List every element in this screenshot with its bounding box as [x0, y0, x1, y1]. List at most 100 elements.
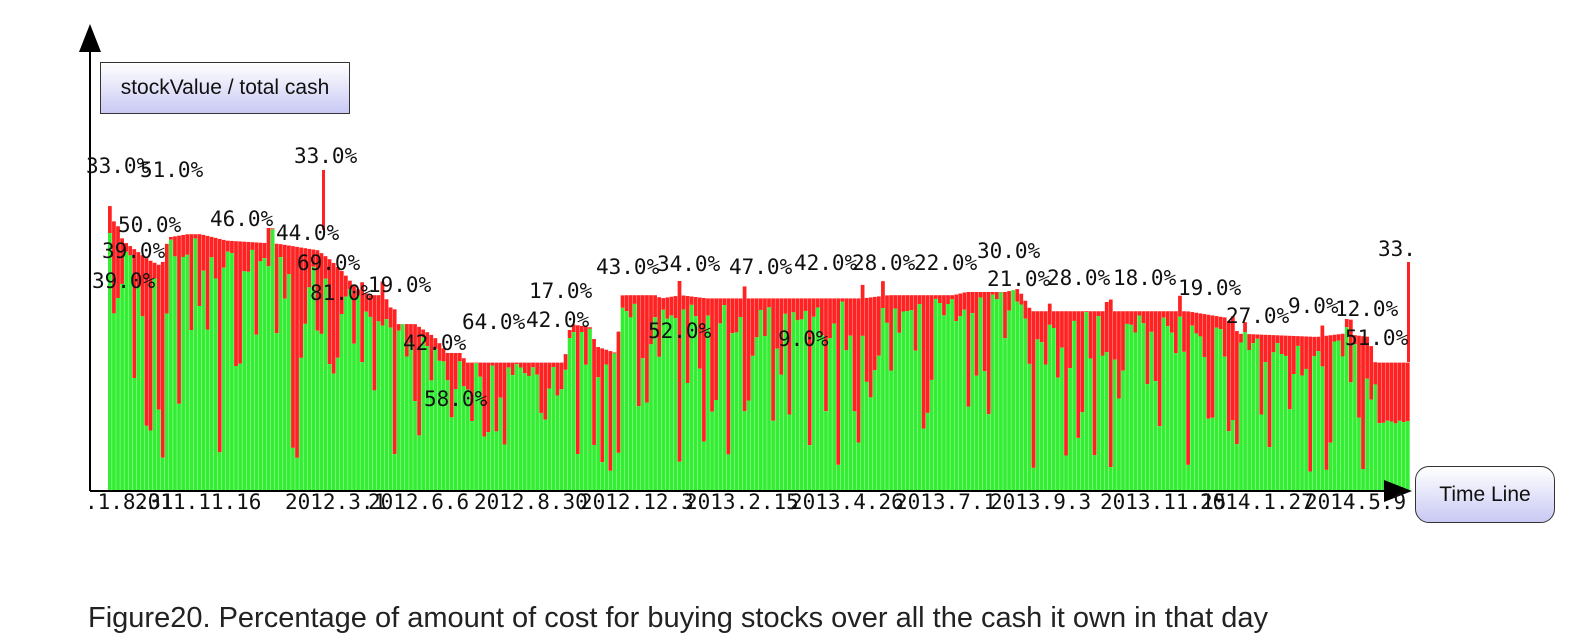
bar-segment-green — [1239, 342, 1243, 491]
bar-segment-green — [1353, 344, 1357, 491]
bar-segment-green — [1112, 359, 1117, 491]
bar-segment-red — [1206, 314, 1211, 419]
bar-segment-green — [1283, 355, 1288, 491]
bar-segment-red — [409, 324, 413, 343]
bar-segment-red — [539, 362, 544, 413]
bar-segment-green — [1186, 464, 1190, 491]
bar-segment-green — [714, 400, 718, 491]
bar-segment-red — [571, 324, 576, 333]
bar-segment-red — [986, 291, 991, 415]
bar-segment-red — [905, 295, 910, 312]
bar-segment-green — [958, 316, 963, 491]
bar-segment-red — [1051, 311, 1056, 329]
bar-segment-red — [1239, 333, 1243, 343]
bar-segment-green — [779, 374, 784, 491]
bar-segment-green — [775, 348, 780, 491]
bar-segment-red — [1145, 311, 1150, 385]
bar-segment-red — [697, 297, 702, 369]
bar-segment-green — [820, 335, 824, 491]
bar-segment-red — [868, 297, 873, 398]
bar-segment-green — [933, 298, 938, 491]
x-tick-label: 2013.9.3 — [990, 490, 1091, 514]
annotation-group: 33.0%51.0%50.0%39.0%39.0%46.0%33.0%44.0%… — [86, 144, 1416, 411]
bar-segment-red — [673, 296, 678, 319]
bar-segment-green — [185, 254, 190, 491]
bar-segment-green — [466, 389, 470, 491]
x-axis-label: Time Line — [1415, 466, 1555, 523]
bar-segment-green — [1393, 423, 1398, 491]
bar-segment-red — [250, 242, 255, 250]
x-axis-arrow — [1384, 480, 1412, 502]
bar-segment-green — [1194, 333, 1199, 491]
bar-segment-red — [596, 347, 600, 378]
bar-segment-red — [197, 234, 202, 307]
bar-segment-green — [307, 287, 312, 491]
bar-segment-green — [852, 411, 857, 491]
bar-segment-red — [1141, 311, 1146, 324]
bar-segment-green — [970, 313, 975, 491]
bar-segment-green — [343, 296, 348, 491]
bar-segment-green — [128, 255, 133, 491]
bar-segment-red — [287, 245, 291, 275]
figure-caption: Figure20. Percentage of amount of cost f… — [88, 602, 1268, 634]
bar-segment-red — [490, 362, 495, 366]
bar-segment-green — [1332, 341, 1337, 491]
bar-segment-green — [1206, 418, 1211, 491]
bar-segment-red — [1292, 335, 1296, 375]
bar-segment-red — [584, 326, 588, 365]
bar-segment-green — [339, 314, 344, 491]
bar-segment-green — [750, 355, 755, 491]
bar-segment-green — [1230, 419, 1235, 491]
bar-segment-green — [1247, 350, 1251, 491]
bar-segment-green — [1198, 336, 1203, 491]
bar-segment-green — [1324, 469, 1329, 491]
bar-segment-green — [392, 454, 397, 491]
annotation-label: 47.0% — [729, 255, 793, 279]
bar-segment-red — [893, 295, 898, 309]
bar-segment-green — [1190, 325, 1195, 491]
bar-segment-red — [437, 343, 442, 361]
bar-segment-green — [197, 306, 202, 491]
bar-segment-green — [1296, 345, 1300, 491]
bar-segment-green — [1316, 351, 1321, 491]
bar-segment-green — [828, 338, 832, 491]
bar-segment-red — [950, 295, 954, 300]
bar-segment-red — [1092, 311, 1097, 456]
bar-segment-green — [1373, 384, 1378, 491]
bar-segment-green — [1064, 455, 1068, 491]
bar-segment-green — [1137, 315, 1142, 491]
bar-segment-green — [331, 373, 336, 491]
annotation-label: 18.0% — [1113, 266, 1177, 290]
bar-segment-green — [1023, 318, 1028, 491]
bar-segment-red — [502, 362, 507, 445]
bar-segment-red — [343, 275, 348, 297]
bar-segment-red — [474, 362, 478, 364]
bar-segment-green — [543, 419, 548, 491]
bar-segment-green — [352, 343, 356, 491]
annotation-label: 43.0% — [596, 255, 660, 279]
bar-segment-green — [771, 420, 775, 491]
bar-segment-red — [844, 298, 849, 351]
bar-segment-red — [954, 294, 959, 322]
bar-segment-red — [1174, 311, 1178, 354]
bar-segment-green — [372, 390, 377, 491]
bar-segment-red — [1035, 311, 1040, 340]
bar-segment-red — [535, 362, 539, 375]
bar-segment-red — [881, 281, 885, 308]
bar-segment-red — [1401, 362, 1406, 423]
bar-segment-red — [852, 298, 857, 412]
bar-segment-green — [1117, 398, 1121, 491]
bar-segment-green — [1222, 356, 1227, 491]
bar-segment-green — [1133, 332, 1138, 491]
bar-segment-green — [1007, 310, 1011, 491]
bar-segment-green — [1096, 316, 1101, 491]
bar-segment-green — [1141, 323, 1146, 491]
bar-segment-red — [1003, 291, 1007, 339]
bar-segment-red — [860, 284, 865, 336]
bar-segment-green — [1047, 324, 1052, 491]
bar-segment-green — [763, 336, 767, 491]
bar-segment-red — [889, 295, 893, 371]
bar-segment-green — [575, 454, 580, 491]
bar-segment-green — [429, 380, 434, 491]
bar-segment-red — [974, 291, 979, 376]
